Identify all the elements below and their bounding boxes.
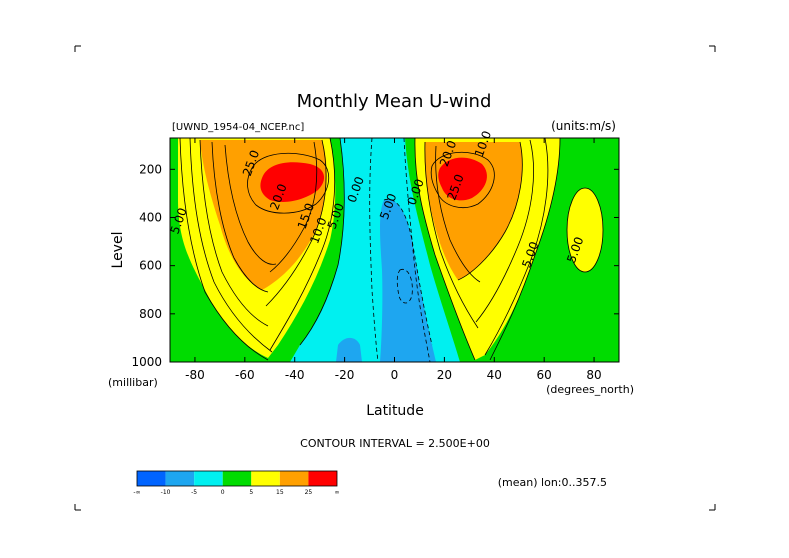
field-red-north [438, 157, 487, 201]
x-tick-label: 80 [586, 368, 601, 382]
x-tick-label: 60 [537, 368, 552, 382]
footer-note: (mean) lon:0..357.5 [498, 476, 607, 489]
colorbar-label: -10 [161, 489, 171, 496]
units-label: (units:m/s) [551, 119, 616, 133]
colorbar-label: 15 [276, 489, 284, 496]
colorbar-swatch [222, 471, 252, 486]
x-axis-unit: (degrees_north) [546, 383, 634, 396]
colorbar-label: 5 [249, 489, 253, 496]
contour-interval-text: CONTOUR INTERVAL = 2.500E+00 [300, 437, 490, 450]
x-tick-label: -20 [335, 368, 355, 382]
colorbar-label: 25 [305, 489, 313, 496]
contour-plot [170, 138, 619, 362]
y-tick-label: 400 [139, 210, 162, 224]
colorbar-swatch [165, 471, 195, 486]
field-red-south [260, 162, 325, 202]
x-tick-label: -40 [285, 368, 305, 382]
y-axis: 200 400 600 800 1000 [131, 162, 619, 369]
x-tick-label: 20 [437, 368, 452, 382]
y-tick-label: 200 [139, 162, 162, 176]
colorbar-swatch [137, 471, 166, 486]
page-corner-marks [74, 45, 716, 511]
colorbar-swatch [279, 471, 309, 486]
colorbar-swatch [194, 471, 223, 486]
colorbar: -∞ -10 -5 0 5 15 25 ∞ [133, 470, 340, 496]
x-tick-label: -80 [185, 368, 205, 382]
y-axis-unit: (millibar) [108, 376, 158, 389]
colorbar-label: 0 [221, 489, 225, 496]
x-axis-label: Latitude [366, 403, 424, 419]
x-tick-label: -60 [235, 368, 255, 382]
y-axis-label: Level [110, 232, 126, 269]
field-lightblue-south [336, 337, 362, 362]
x-tick-label: 0 [391, 368, 399, 382]
x-tick-label: 40 [487, 368, 502, 382]
y-tick-label: 600 [139, 259, 162, 273]
colorbar-label: ∞ [335, 489, 340, 496]
colorbar-swatch [308, 471, 337, 486]
colorbar-frame [136, 470, 338, 487]
colorbar-label: -5 [191, 489, 197, 496]
colorbar-swatch [251, 471, 280, 486]
chart-title: Monthly Mean U-wind [297, 91, 492, 112]
x-axis: -80 -60 -40 -20 0 20 40 60 80 [185, 138, 602, 382]
dataset-label: [UWND_1954-04_NCEP.nc] [172, 122, 304, 133]
field-lightblue-tropics [380, 199, 436, 362]
colorbar-label: -∞ [133, 489, 140, 496]
contour-lines [179, 138, 604, 361]
contour-lines-negative [369, 138, 433, 362]
field-yellow-blob-east [567, 188, 603, 272]
y-tick-label: 1000 [131, 355, 162, 369]
y-tick-label: 800 [139, 307, 162, 321]
